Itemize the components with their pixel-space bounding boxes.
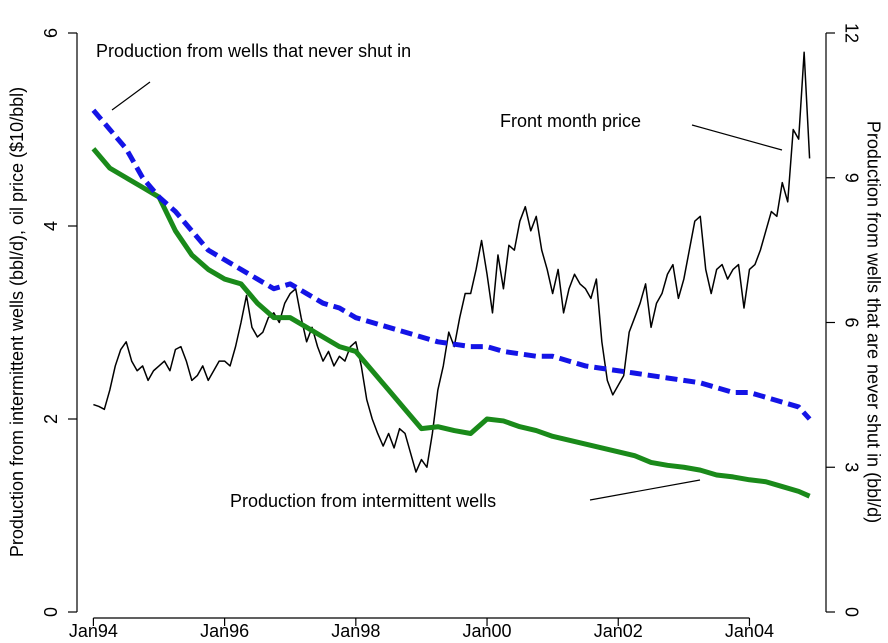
annotation: Production from wells that never shut in — [96, 41, 411, 61]
x-tick-label: Jan00 — [463, 621, 512, 641]
x-tick-label: Jan04 — [725, 621, 774, 641]
x-tick-label: Jan94 — [69, 621, 118, 641]
y-tick-label: 2 — [41, 414, 61, 424]
y2-tick-label: 12 — [841, 23, 861, 43]
series-line — [93, 51, 811, 473]
series-line — [91, 108, 812, 421]
x-tick-label: Jan02 — [594, 621, 643, 641]
y2-tick-label: 0 — [841, 607, 861, 617]
leader-line — [589, 479, 701, 501]
y-tick-label: 0 — [41, 607, 61, 617]
y2-axis-label: Production from wells that are never shu… — [863, 121, 883, 523]
y2-tick-label: 3 — [841, 462, 861, 472]
y2-tick-label: 9 — [841, 173, 861, 183]
x-tick-label: Jan96 — [200, 621, 249, 641]
y-tick-label: 6 — [41, 28, 61, 38]
x-tick-label: Jan98 — [331, 621, 380, 641]
leader-line — [111, 81, 151, 111]
y-tick-label: 4 — [41, 221, 61, 231]
annotation: Production from intermittent wells — [230, 491, 496, 511]
annotation: Front month price — [500, 111, 641, 131]
series-line — [91, 147, 811, 499]
leader-line — [691, 124, 783, 151]
y2-tick-label: 6 — [841, 317, 861, 327]
y-axis-label: Production from intermittent wells (bbl/… — [7, 87, 27, 557]
